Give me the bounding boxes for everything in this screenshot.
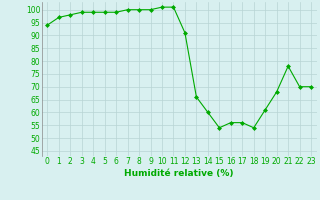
X-axis label: Humidité relative (%): Humidité relative (%): [124, 169, 234, 178]
